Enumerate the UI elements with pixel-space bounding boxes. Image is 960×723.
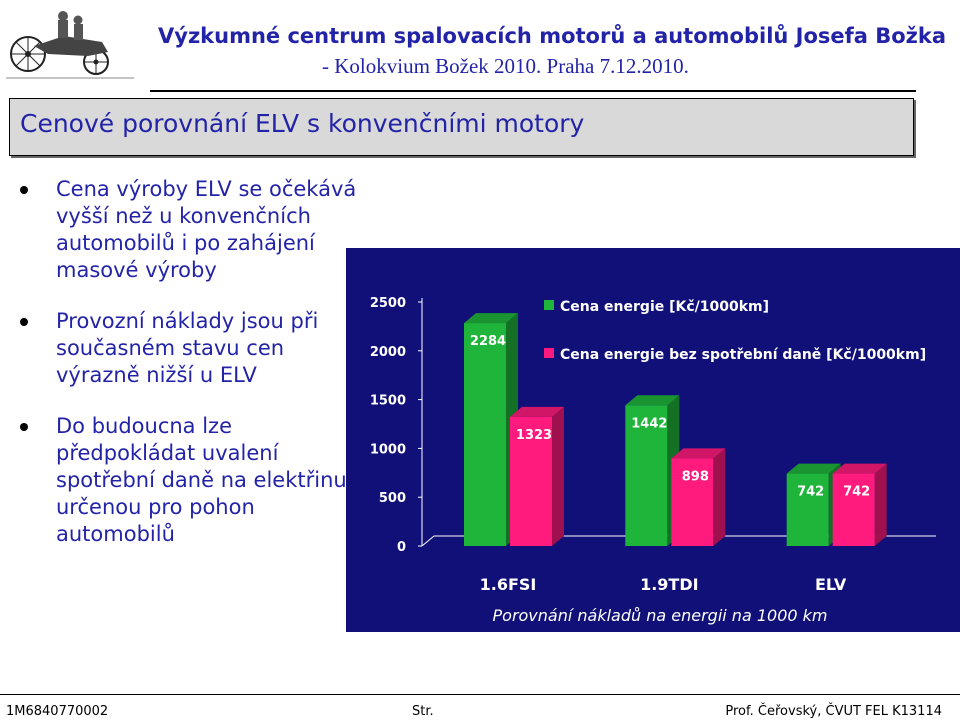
footer-right: Prof. Čeřovský, ČVUT FEL K13114 bbox=[725, 704, 942, 719]
footer-divider bbox=[0, 694, 960, 695]
slide-title: Cenové porovnání ELV s konvenčními motor… bbox=[20, 109, 585, 138]
legend-swatch bbox=[544, 300, 554, 310]
y-tick-label: 1500 bbox=[370, 394, 406, 409]
bar-top bbox=[625, 395, 680, 406]
bar bbox=[786, 473, 829, 546]
bullet-item: Provozní náklady jsou při současném stav… bbox=[20, 308, 370, 389]
slide-title-box: Cenové porovnání ELV s konvenčními motor… bbox=[9, 98, 914, 156]
legend-label: Cena energie [Kč/1000km] bbox=[560, 299, 769, 315]
bullet-item: Cena výroby ELV se očekává vyšší než u k… bbox=[20, 176, 370, 284]
bullet-dot-icon bbox=[20, 186, 28, 194]
legend-swatch bbox=[544, 348, 554, 358]
category-label: 1.9TDI bbox=[640, 575, 699, 594]
y-tick-label: 2500 bbox=[370, 296, 406, 311]
data-label: 742 bbox=[843, 485, 870, 500]
bullet-text: Cena výroby ELV se očekává vyšší než u k… bbox=[56, 177, 357, 282]
bar-top bbox=[510, 406, 564, 417]
axis-depth-line bbox=[421, 535, 435, 547]
bar bbox=[464, 323, 506, 546]
data-label: 1323 bbox=[516, 428, 552, 443]
footer-left: 1M6840770002 bbox=[6, 704, 109, 719]
header-subtitle: - Kolokvium Božek 2010. Praha 7.12.2010. bbox=[322, 54, 689, 78]
bullet-text: Do budoucna lze předpokládat uvalení spo… bbox=[56, 414, 347, 546]
bar-top bbox=[671, 448, 726, 459]
bar bbox=[625, 405, 668, 546]
bar bbox=[510, 416, 552, 546]
bar-top bbox=[464, 313, 518, 324]
y-tick-label: 500 bbox=[379, 491, 406, 506]
chart-caption: Porovnání nákladů na energii na 1000 km bbox=[493, 606, 828, 625]
header-divider bbox=[150, 90, 916, 92]
category-label: ELV bbox=[815, 575, 847, 594]
category-label: 1.6FSI bbox=[480, 575, 537, 594]
data-label: 1442 bbox=[631, 416, 667, 431]
bar-side bbox=[552, 406, 564, 546]
data-label: 2284 bbox=[470, 334, 506, 349]
bar bbox=[832, 473, 875, 546]
bar-top bbox=[786, 463, 841, 474]
chart-canvas: 0 500 1000 1500 2000 2500 2284 1323 1.6FSI 1442 89… bbox=[370, 296, 936, 625]
legend-label: Cena energie bez spotřební daně [Kč/1000… bbox=[560, 347, 926, 363]
bar-side bbox=[713, 448, 726, 546]
bullet-text: Provozní náklady jsou při současném stav… bbox=[56, 309, 319, 387]
y-tick-label: 2000 bbox=[370, 345, 406, 360]
data-label: 898 bbox=[682, 469, 709, 484]
bar-top bbox=[832, 463, 887, 474]
historic-car-logo bbox=[4, 2, 144, 90]
bar bbox=[671, 458, 714, 546]
bullet-dot-icon bbox=[20, 423, 28, 431]
bar-side bbox=[874, 463, 887, 546]
y-tick-label: 1000 bbox=[370, 442, 406, 457]
header-title: Výzkumné centrum spalovacích motorů a au… bbox=[158, 24, 947, 48]
bullet-list: Cena výroby ELV se očekává vyšší než u k… bbox=[20, 176, 370, 572]
energy-cost-chart: 0 500 1000 1500 2000 2500 2284 1323 1.6FSI 1442 89… bbox=[346, 248, 960, 632]
bullet-dot-icon bbox=[20, 318, 28, 326]
y-tick-label: 0 bbox=[397, 540, 406, 555]
bullet-item: Do budoucna lze předpokládat uvalení spo… bbox=[20, 413, 370, 548]
footer-center: Str. bbox=[412, 704, 434, 719]
data-label: 742 bbox=[797, 485, 824, 500]
